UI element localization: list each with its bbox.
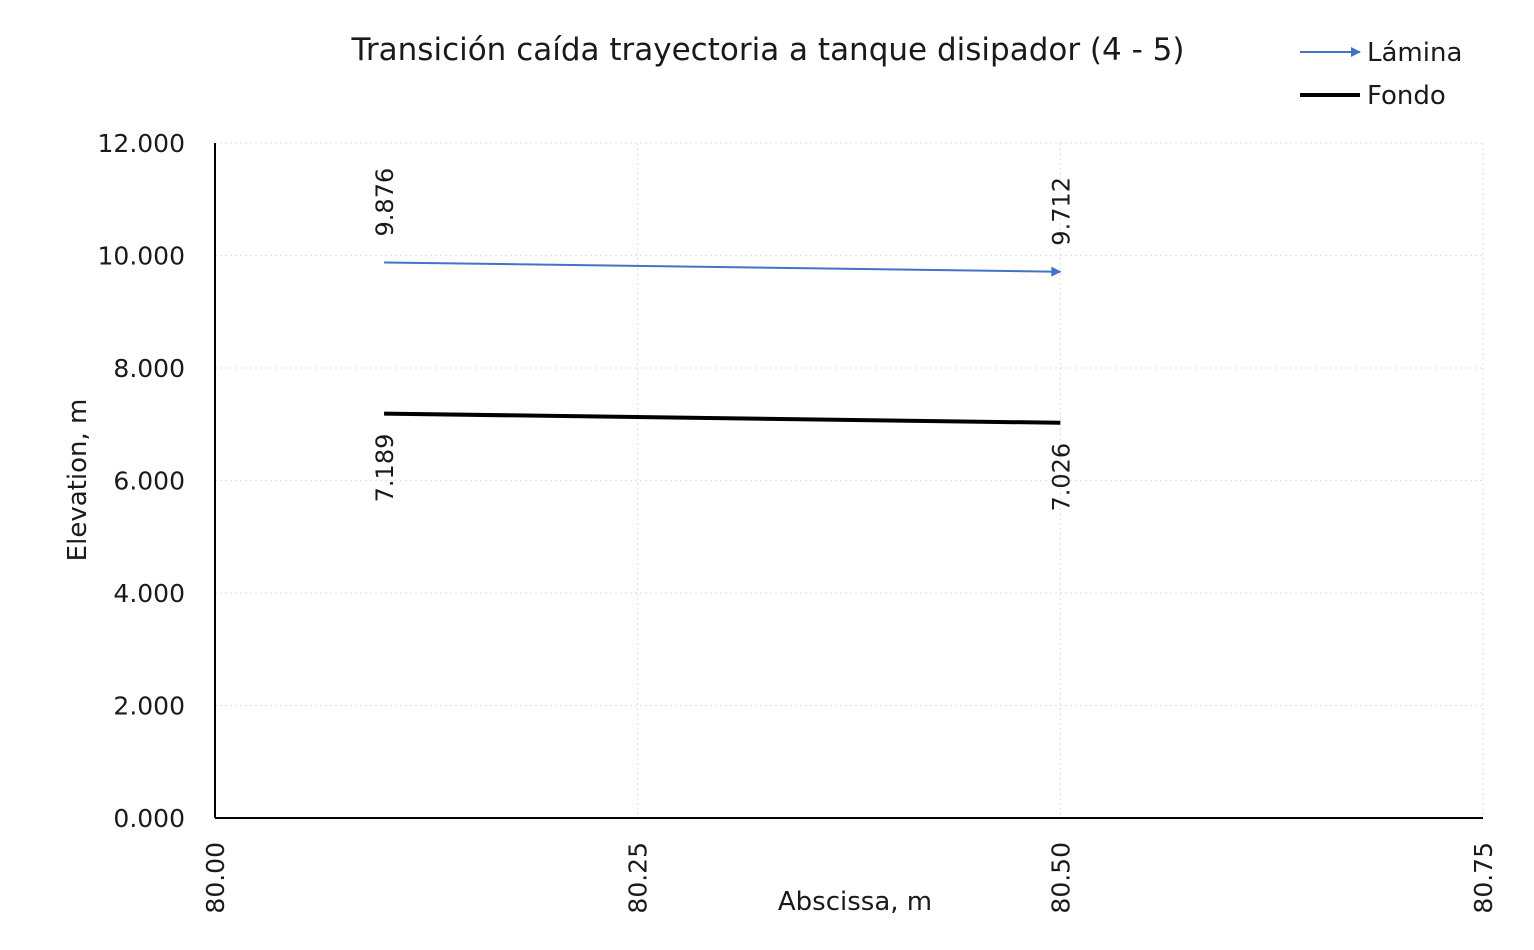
legend-label: Lámina xyxy=(1367,38,1462,68)
data-label: 7.026 xyxy=(1047,443,1075,512)
data-labels: 9.876 9.712 7.189 7.026 xyxy=(371,168,1075,512)
series-group xyxy=(384,261,1062,425)
legend-label: Fondo xyxy=(1367,81,1446,111)
x-axis-ticks: 80.00 80.25 80.50 80.75 xyxy=(201,842,1498,914)
x-tick-label: 80.00 xyxy=(201,842,230,914)
data-label: 7.189 xyxy=(371,434,399,503)
x-tick-label: 80.75 xyxy=(1469,842,1498,914)
y-tick-label: 12.000 xyxy=(98,129,185,158)
y-tick-label: 4.000 xyxy=(113,579,185,608)
x-tick-label: 80.50 xyxy=(1046,842,1075,914)
series-line-fondo xyxy=(384,411,1061,425)
chart-title: Transición caída trayectoria a tanque di… xyxy=(351,32,1185,68)
x-axis-title: Abscissa, m xyxy=(778,887,932,917)
y-tick-label: 8.000 xyxy=(113,354,185,383)
series-line-lamina xyxy=(384,261,1062,277)
y-tick-label: 0.000 xyxy=(113,804,185,833)
data-label: 9.876 xyxy=(371,168,399,237)
y-tick-label: 2.000 xyxy=(113,692,185,721)
x-tick-label: 80.25 xyxy=(624,842,653,914)
legend: Lámina Fondo xyxy=(1300,38,1462,111)
axes xyxy=(214,143,1483,819)
y-tick-label: 10.000 xyxy=(98,242,185,271)
y-tick-label: 6.000 xyxy=(113,467,185,496)
y-axis-title: Elevation, m xyxy=(63,399,93,562)
gridlines xyxy=(215,142,1484,818)
y-axis-ticks: 0.000 2.000 4.000 6.000 8.000 10.000 12.000 xyxy=(98,129,185,833)
data-label: 9.712 xyxy=(1047,177,1075,246)
